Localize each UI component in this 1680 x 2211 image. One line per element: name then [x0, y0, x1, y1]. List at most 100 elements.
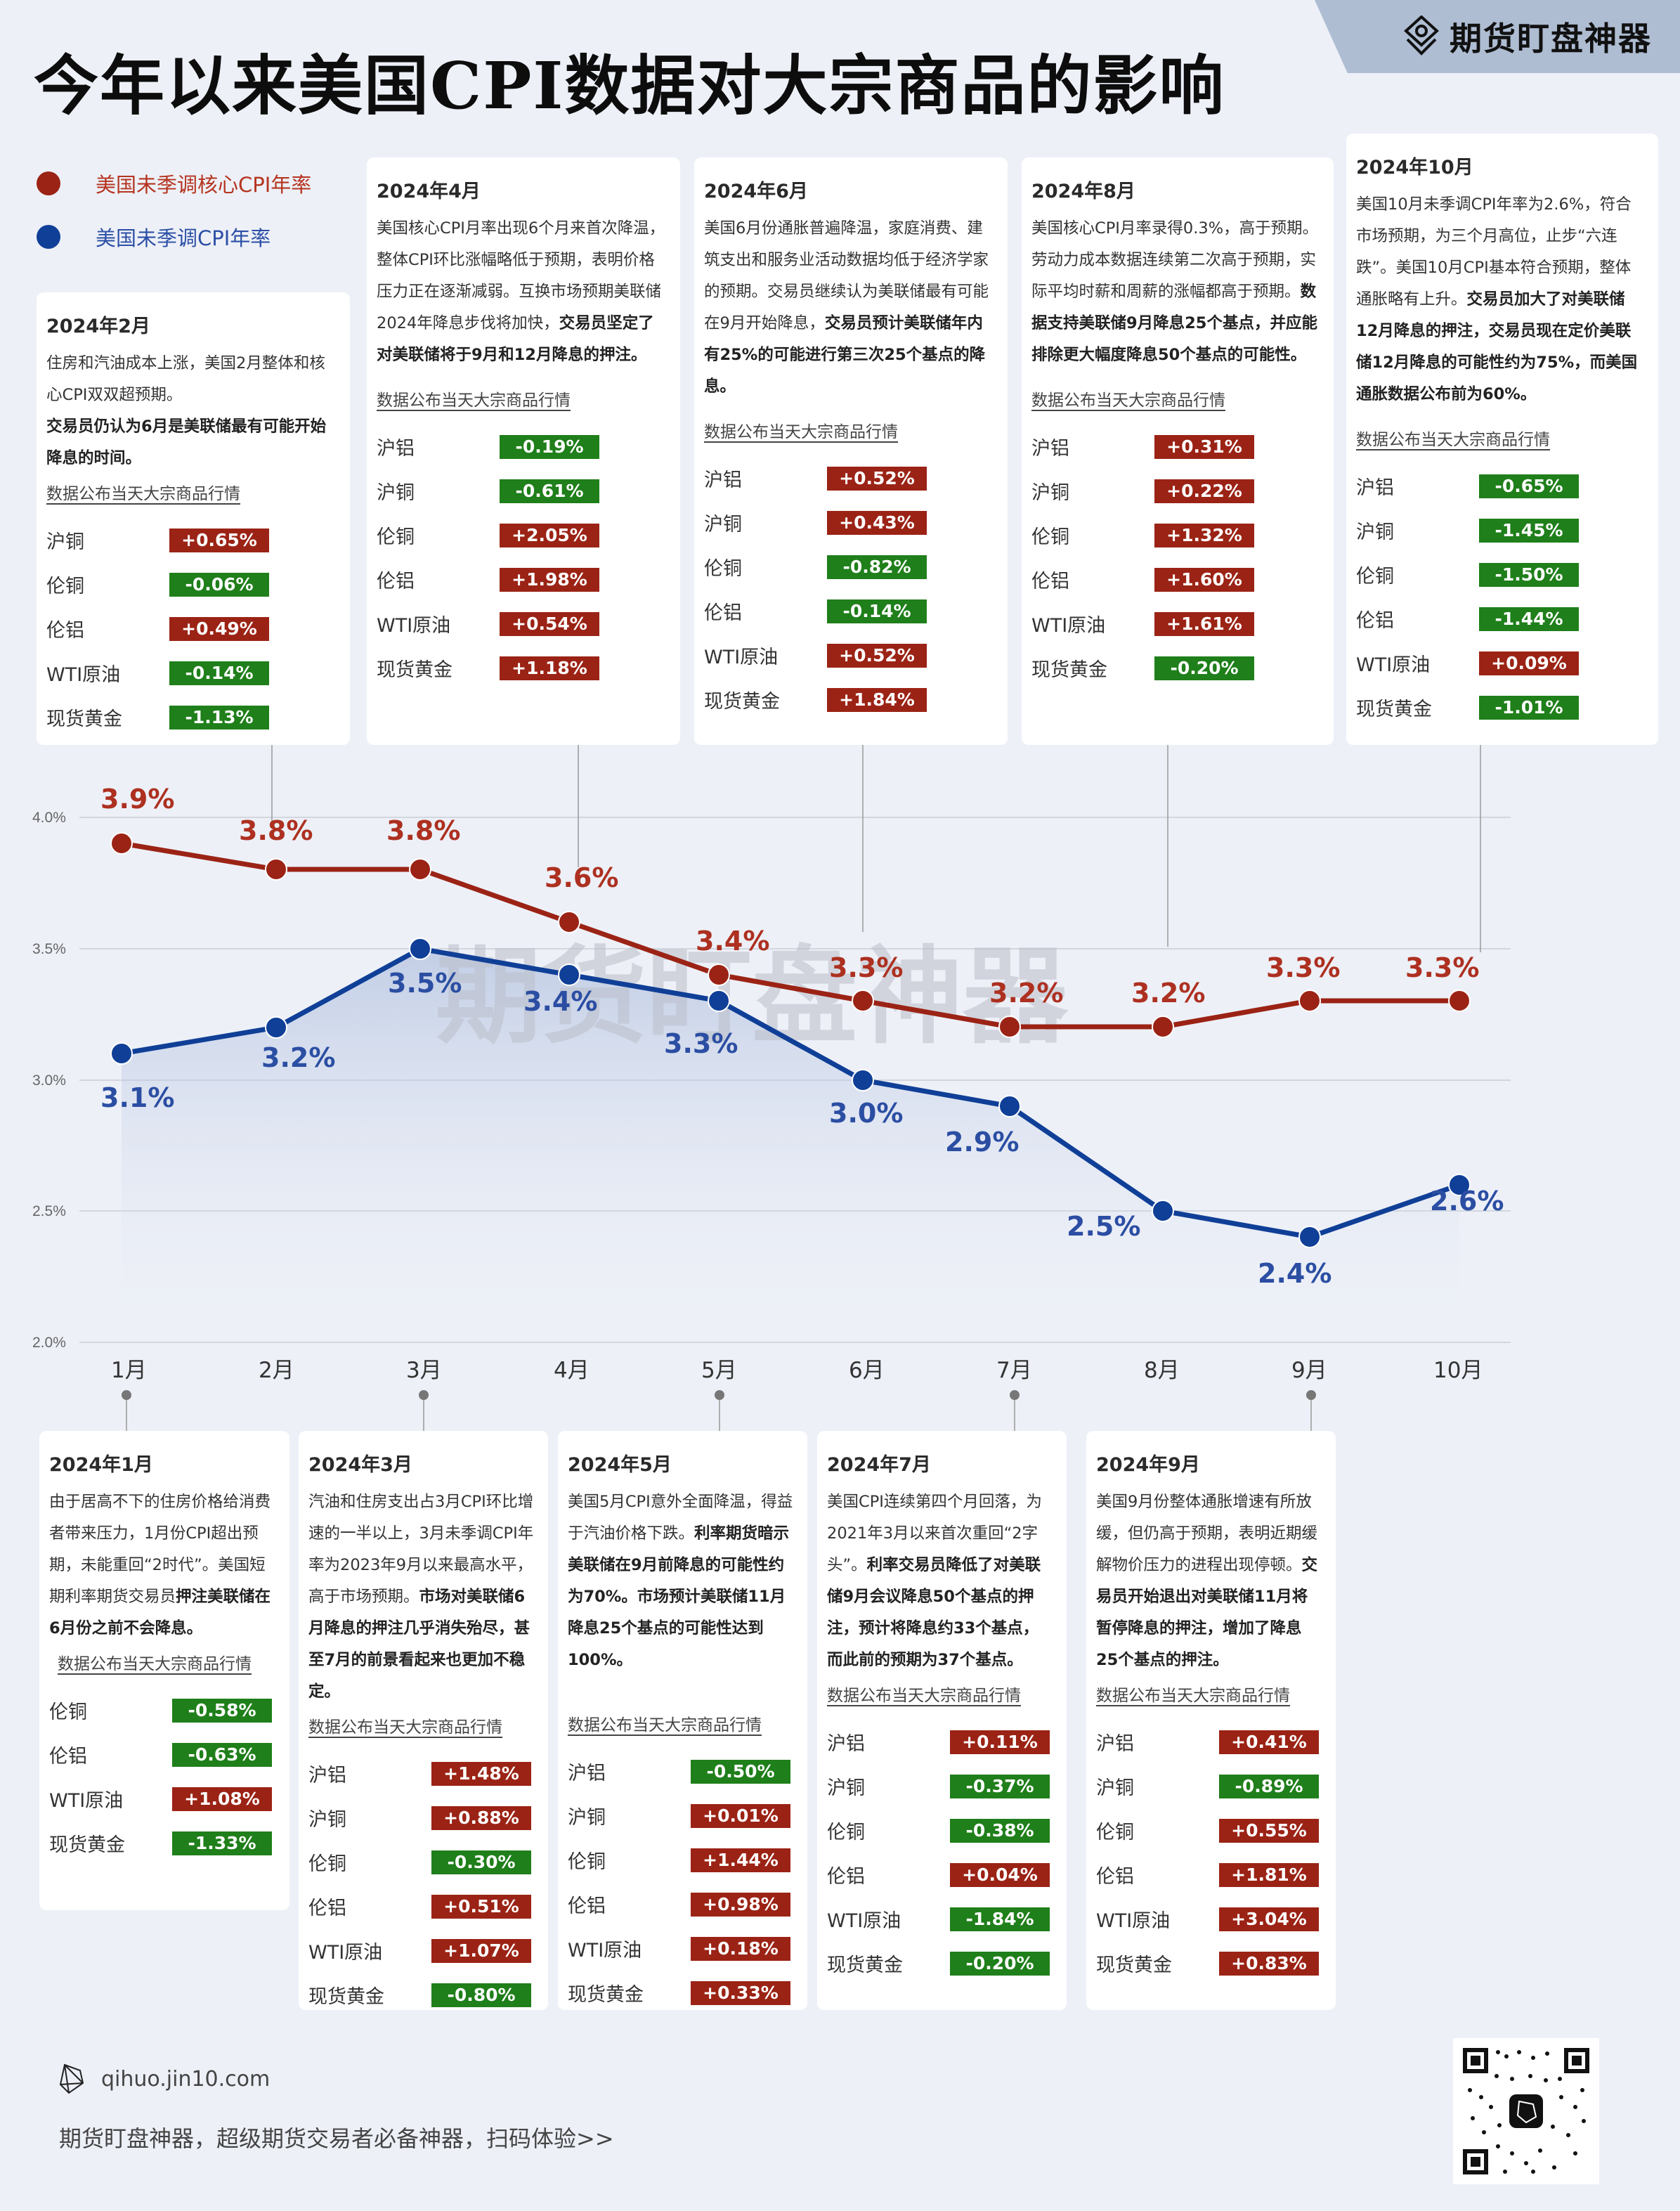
commodity-row: 伦铜 +1.44%	[568, 1838, 795, 1882]
svg-text:3.8%: 3.8%	[239, 815, 313, 846]
svg-text:3.0%: 3.0%	[32, 1072, 66, 1089]
svg-text:10月: 10月	[1433, 1358, 1483, 1383]
commodity-row: 现货黄金 +0.83%	[1096, 1941, 1323, 1985]
card-text: 美国CPI连续第四个月回落，为2021年3月以来首次重回“2字头”。利率交易员降…	[827, 1493, 1042, 1669]
commodity-row: 沪铝 +0.52%	[704, 456, 995, 500]
commodity-row: WTI原油 +1.07%	[308, 1928, 535, 1973]
commodity-row: 伦铝 +1.98%	[377, 557, 668, 602]
change-badge-up: +0.49%	[169, 616, 269, 641]
commodity-row: 伦铝 +0.04%	[827, 1853, 1054, 1897]
qr-code[interactable]	[1453, 2038, 1599, 2184]
commodity-name: 沪铝	[1096, 1733, 1134, 1755]
svg-text:3.2%: 3.2%	[989, 978, 1063, 1009]
change-badge-down: -0.20%	[1154, 656, 1254, 680]
change-badge-up: +0.22%	[1154, 479, 1254, 503]
commodity-name: WTI原油	[308, 1942, 383, 1964]
cpi-labels: 3.1% 3.2% 3.5% 3.4% 3.3% 3.0% 2.9% 2.5% 2.4% 2.6%	[100, 968, 1504, 1289]
commodity-name: 伦铝	[704, 602, 742, 624]
commodity-name: 伦铝	[1096, 1866, 1134, 1888]
svg-text:2.6%: 2.6%	[1430, 1186, 1504, 1217]
card-title: 2024年3月	[308, 1454, 412, 1476]
commodity-row: 沪铝 -0.50%	[568, 1749, 795, 1794]
commodity-row: 伦铜 -0.82%	[704, 545, 995, 589]
commodity-name: 伦铜	[568, 1851, 606, 1873]
commodity-name: WTI原油	[827, 1910, 901, 1932]
commodity-row: 沪铝 +0.41%	[1096, 1720, 1323, 1764]
card-text: 由于居高不下的住房价格给消费者带来压力，1月份CPI超出预期，未能重回“2时代”…	[49, 1493, 271, 1638]
commodity-name: 现货黄金	[1096, 1954, 1172, 1976]
commodity-name: 沪铜	[1031, 482, 1069, 504]
commodity-list: 沪铝 -0.50% 沪铜 +0.01% 伦铜 +1.44% 伦铝 +0.98% WTI原油 +0.…	[568, 1749, 795, 2015]
change-badge-down: -0.06%	[169, 572, 269, 597]
commodity-row: 现货黄金 +1.18%	[377, 646, 668, 690]
card-text: 美国核心CPI月率出现6个月来首次降温，整体CPI环比涨幅略低于预期，表明价格压…	[377, 219, 665, 364]
change-badge-up: +0.88%	[431, 1805, 531, 1830]
change-badge-up: +0.55%	[1219, 1818, 1319, 1843]
commodity-name: WTI原油	[704, 647, 779, 668]
commodity-row: 伦铝 +0.51%	[308, 1884, 535, 1928]
commodity-row: 沪铝 +0.31%	[1031, 424, 1321, 469]
card-text: 住房和汽油成本上涨，美国2月整体和核心CPI双双超预期。 交易员仍认为6月是美联储…	[46, 354, 327, 467]
commodity-row: 伦铝 +1.81%	[1096, 1853, 1323, 1897]
commodity-name: 伦铜	[377, 526, 415, 548]
commodity-list: 沪铝 +0.52% 沪铜 +0.43% 伦铜 -0.82% 伦铝 -0.14% WTI原油 +0.…	[704, 456, 995, 722]
commodity-row: 现货黄金 -1.13%	[46, 695, 337, 739]
change-badge-down: -1.45%	[1479, 518, 1579, 543]
core-cpi-points	[110, 832, 1471, 1038]
brand-tab[interactable]: 期货盯盘神器	[1315, 0, 1680, 73]
svg-text:3月: 3月	[406, 1358, 442, 1383]
commodity-list: 沪铝 +1.48% 沪铜 +0.88% 伦铜 -0.30% 伦铝 +0.51% WTI原油 +1.…	[308, 1751, 535, 2017]
legend-label: 美国未季调核心CPI年率	[96, 173, 312, 197]
change-badge-up: +1.32%	[1154, 523, 1254, 547]
change-badge-down: -0.20%	[950, 1951, 1050, 1976]
section-label: 数据公布当天大宗商品行情	[568, 1716, 762, 1735]
change-badge-up: +0.51%	[431, 1894, 531, 1919]
commodity-row: WTI原油 +0.18%	[568, 1926, 795, 1971]
change-badge-up: +0.01%	[691, 1803, 790, 1828]
commodity-row: WTI原油 -1.84%	[827, 1897, 1054, 1941]
svg-text:3.3%: 3.3%	[664, 1028, 738, 1059]
commodity-name: WTI原油	[1356, 654, 1431, 676]
svg-text:3.4%: 3.4%	[696, 926, 769, 957]
section-label: 数据公布当天大宗商品行情	[1356, 431, 1550, 449]
commodity-name: 伦铝	[568, 1895, 606, 1917]
card-text: 美国5月CPI意外全面降温，得益于汽油价格下跌。利率期货暗示美联储在9月前降息的…	[568, 1493, 793, 1669]
footer-url[interactable]: qihuo.jin10.com	[59, 2063, 270, 2094]
blue-dot-icon	[37, 225, 60, 249]
card-title: 2024年2月	[46, 316, 150, 337]
commodity-name: 伦铝	[308, 1898, 346, 1919]
change-badge-down: -0.89%	[1219, 1774, 1319, 1798]
watermark: 期货盯盘神器	[436, 936, 1069, 1058]
section-label: 数据公布当天大宗商品行情	[308, 1718, 502, 1737]
section-label: 数据公布当天大宗商品行情	[704, 423, 898, 441]
commodity-name: 沪铝	[704, 469, 742, 491]
commodity-name: 沪铜	[1356, 521, 1394, 543]
card-text: 美国10月未季调CPI年率为2.6%，符合市场预期，为三个月高位，止步“六连跌”…	[1356, 195, 1638, 403]
section-label: 数据公布当天大宗商品行情	[46, 485, 240, 503]
section-label: 数据公布当天大宗商品行情	[827, 1687, 1021, 1705]
commodity-list: 沪铝 +0.11% 沪铜 -0.37% 伦铜 -0.38% 伦铝 +0.04% WTI原油 -1.…	[827, 1720, 1054, 1985]
commodity-row: 现货黄金 -1.01%	[1356, 685, 1646, 730]
commodity-row: WTI原油 +0.09%	[1356, 641, 1646, 685]
commodity-row: WTI原油 +0.54%	[377, 602, 668, 646]
change-badge-down: -0.37%	[950, 1774, 1050, 1798]
change-badge-down: -1.84%	[950, 1907, 1050, 1931]
commodity-name: 伦铜	[1356, 566, 1394, 588]
commodity-row: 沪铝 -0.65%	[1356, 464, 1646, 508]
commodity-name: 沪铝	[1031, 438, 1069, 460]
commodity-row: WTI原油 +0.52%	[704, 633, 995, 677]
svg-text:6月: 6月	[849, 1358, 885, 1383]
red-dot-icon	[37, 171, 60, 195]
section-label: 数据公布当天大宗商品行情	[377, 391, 571, 410]
cpi-line	[121, 946, 1461, 1240]
commodity-name: 伦铝	[827, 1866, 865, 1888]
card-2024-06: 2024年6月 美国6月份通胀普遍降温，家庭消费、建筑支出和服务业活动数据均低于…	[694, 157, 1008, 745]
card-2024-09: 2024年9月 美国9月份整体通胀增速有所放缓，但仍高于预期，表明近期缓解物价压…	[1086, 1431, 1336, 2010]
change-badge-down: -0.38%	[950, 1818, 1050, 1843]
commodity-name: 沪铜	[827, 1777, 865, 1799]
commodity-row: 伦铜 -0.06%	[46, 562, 337, 607]
legend-label: 美国未季调CPI年率	[96, 226, 271, 250]
commodity-name: WTI原油	[377, 615, 451, 637]
commodity-row: 现货黄金 -0.20%	[1031, 646, 1321, 690]
svg-text:3.4%: 3.4%	[523, 986, 597, 1017]
